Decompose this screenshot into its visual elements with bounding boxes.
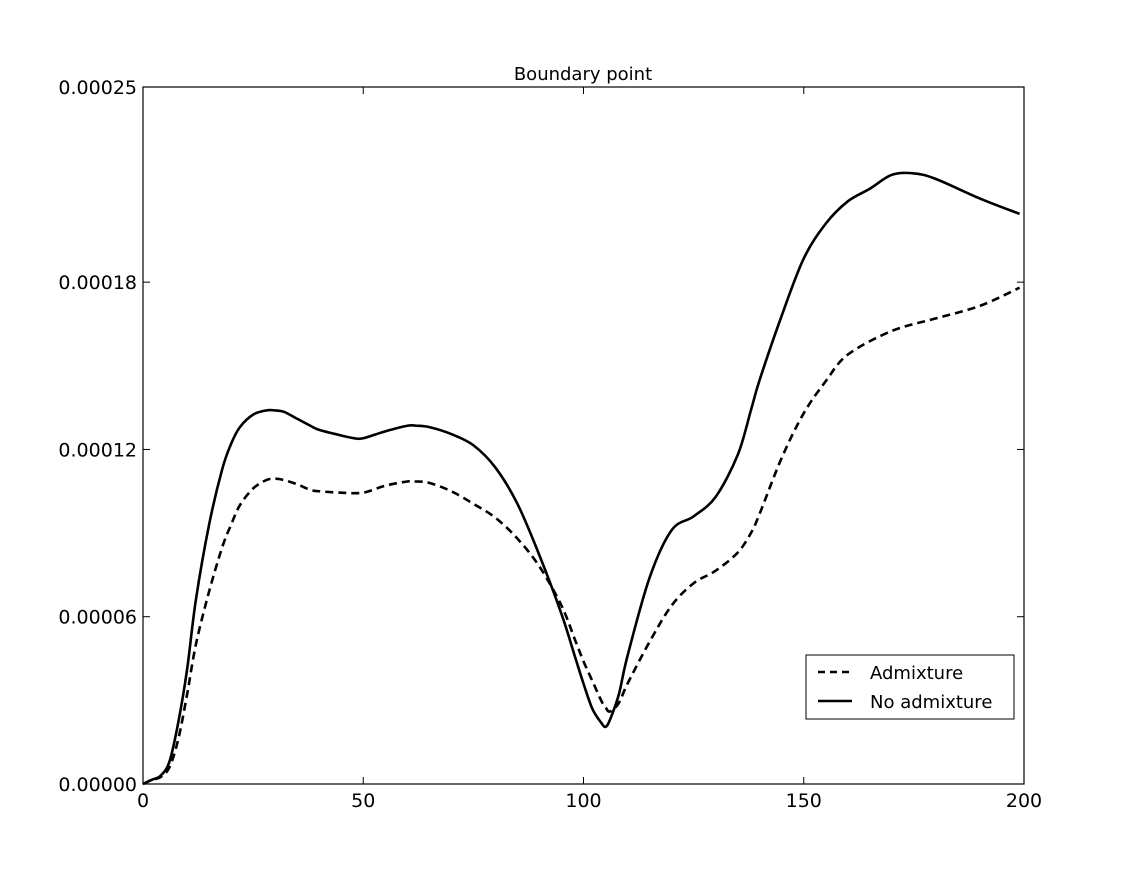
legend-label-no-admixture: No admixture [870,692,992,713]
y-tick-label: 0.00012 [58,439,137,461]
series-layer [142,171,1021,786]
chart-title: Boundary point [514,64,652,85]
series-line-admixture [142,286,1021,786]
y-tick-label: 0.00006 [58,607,137,629]
ticks-layer: 0 50 100 150 200 0.00000 0.00006 0.00012 0.00018… [58,77,1042,812]
y-tick-label: 0.00025 [58,77,137,99]
series-line-no-admixture [142,171,1021,786]
x-tick-label: 0 [137,790,149,812]
legend-label-admixture: Admixture [870,663,963,684]
legend-box [805,654,1015,720]
x-tick-label: 100 [565,790,601,812]
x-tick-label: 50 [351,790,375,812]
x-tick-label: 150 [786,790,822,812]
y-tick-label: 0.00000 [58,774,137,796]
legend: Admixture No admixture [805,654,1015,720]
x-tick-label: 200 [1006,790,1042,812]
plot-frame [142,86,1025,785]
y-tick-label: 0.00018 [58,272,137,294]
